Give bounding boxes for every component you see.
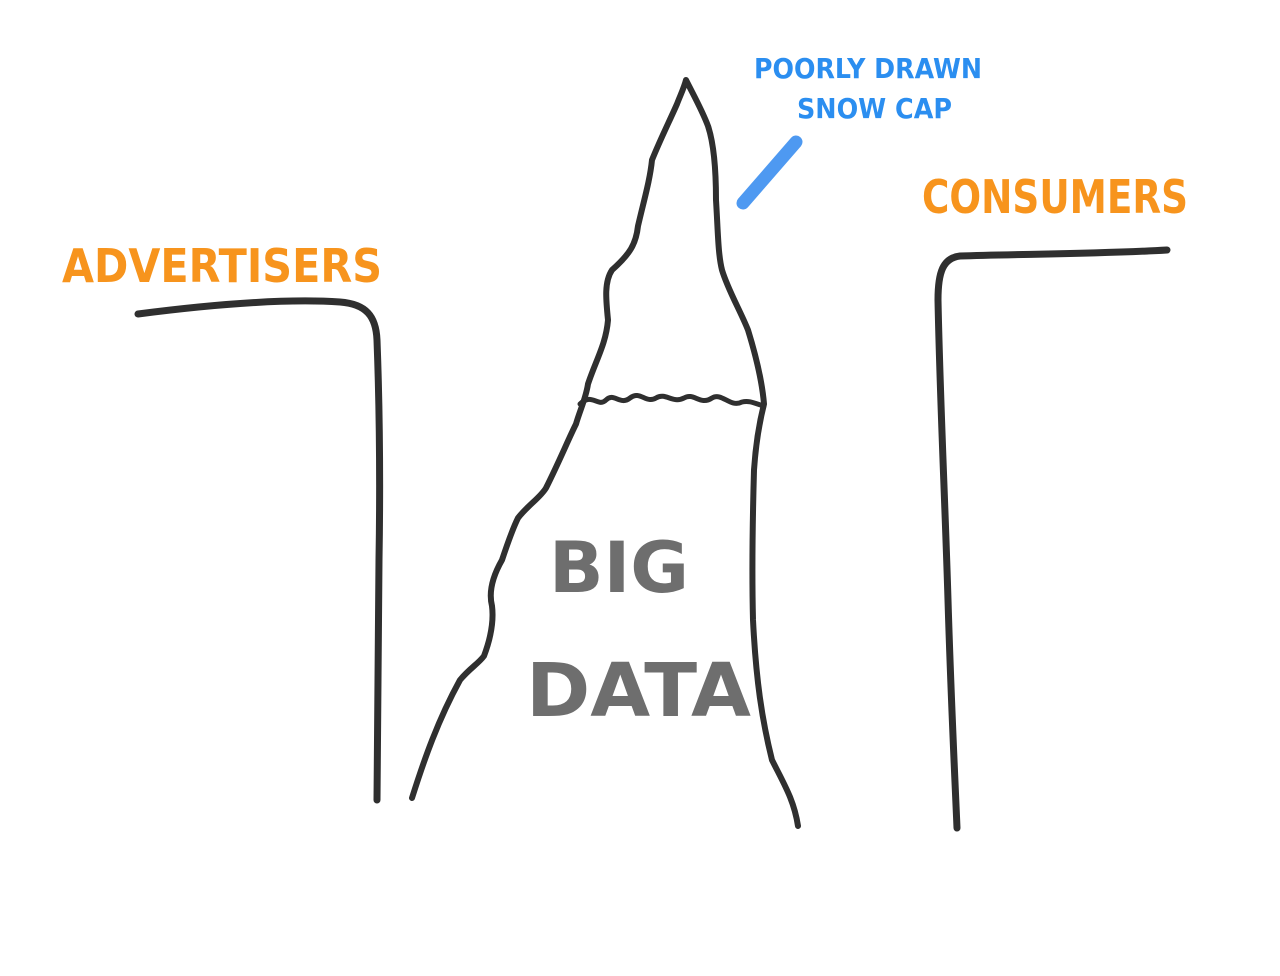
right-cliff-outline [934,246,1171,832]
consumers-label: CONSUMERS [922,170,1188,224]
mountain-outline [409,77,801,829]
annotation-line-2: SNOW CAP [797,92,952,125]
big-data-label-line-1: BIG [549,527,689,609]
advertisers-label: ADVERTISERS [62,239,382,293]
snow-cap-line [577,392,767,409]
big-data-label-line-2: DATA [526,648,751,734]
annotation-line-1: POORLY DRAWN [754,52,982,85]
annotation-pointer [736,135,803,210]
left-cliff-outline [134,297,384,804]
